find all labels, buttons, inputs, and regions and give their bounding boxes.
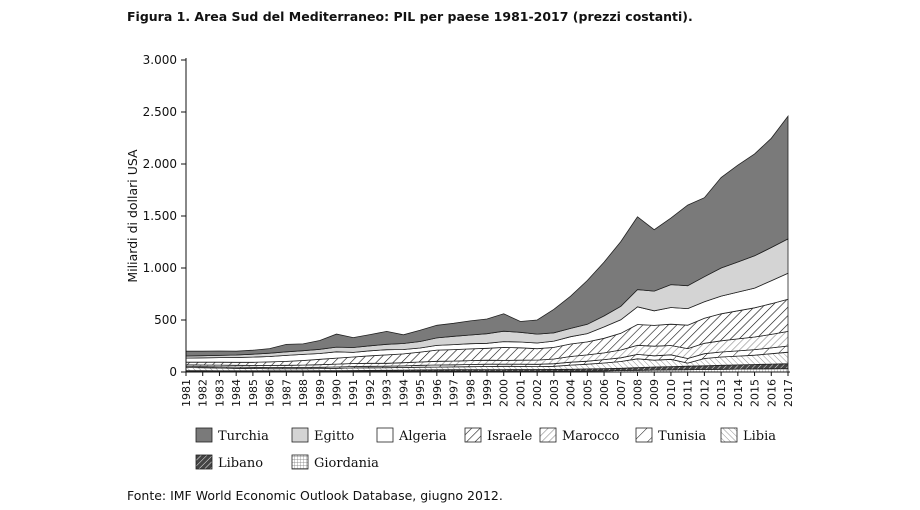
legend-item-tunisia: Tunisia [635,427,706,444]
x-tick-label: 1990 [331,379,344,407]
legend-swatch [291,427,309,443]
x-tick-label: 1991 [347,379,360,407]
legend-swatch [635,427,653,443]
x-tick-label: 2012 [698,379,711,407]
x-tick-label: 1983 [213,379,226,407]
x-tick-label: 1992 [364,379,377,407]
x-tick-label: 1986 [264,379,277,407]
legend-item-israele: Israele [464,427,533,444]
x-tick-label: 2006 [598,379,611,407]
y-tick-label: 0 [169,365,177,379]
legend-item-marocco: Marocco [539,427,620,444]
x-tick-label: 2004 [565,379,578,407]
legend-label: Giordania [314,456,379,471]
y-tick-label: 1.500 [143,209,177,223]
y-tick-label: 500 [154,313,177,327]
x-tick-label: 2016 [765,379,778,407]
x-tick-label: 2014 [732,379,745,407]
x-tick-label: 1997 [448,379,461,407]
legend-swatch [376,427,394,443]
area-series-turchia [185,115,789,357]
legend-item-libia: Libia [720,427,776,444]
x-tick-label: 2009 [648,379,661,407]
x-tick-label: 2007 [615,379,628,407]
legend-swatch [291,454,309,470]
x-tick-label: 1994 [397,379,410,407]
x-tick-label: 2005 [581,379,594,407]
x-tick-label: 2002 [531,379,544,407]
x-tick-label: 2011 [682,379,695,407]
y-tick-label: 1.000 [143,261,177,275]
legend-item-giordania: Giordania [291,454,379,471]
x-tick-label: 1989 [314,379,327,407]
y-axis-label: Miliardi di dollari USA [125,149,140,283]
legend-swatch [720,427,738,443]
x-tick-label: 2010 [665,379,678,407]
legend-label: Israele [487,429,533,444]
legend-swatch [195,454,213,470]
legend-label: Marocco [562,429,620,444]
x-tick-label: 1982 [197,379,210,407]
legend-swatch [539,427,557,443]
source-note: Fonte: IMF World Economic Outlook Databa… [127,488,503,503]
legend-label: Turchia [218,429,269,444]
x-tick-label: 1984 [230,379,243,407]
x-tick-label: 1995 [414,379,427,407]
legend-item-libano: Libano [195,454,263,471]
legend-item-egitto: Egitto [291,427,354,444]
x-tick-label: 1981 [180,379,193,407]
legend-label: Libano [218,456,263,471]
x-tick-label: 2013 [715,379,728,407]
x-tick-label: 1998 [464,379,477,407]
legend-label: Egitto [314,429,354,444]
figure-caption: Figura 1. Area Sud del Mediterraneo: PIL… [127,9,693,24]
x-tick-label: 1988 [297,379,310,407]
x-tick-label: 2000 [498,379,511,407]
legend-label: Algeria [398,429,447,444]
x-tick-label: 1993 [381,379,394,407]
x-tick-label: 2003 [548,379,561,407]
x-tick-label: 1987 [280,379,293,407]
legend-item-algeria: Algeria [376,427,447,444]
legend-swatch [464,427,482,443]
legend-swatch [195,427,213,443]
x-tick-label: 2017 [782,379,795,407]
y-tick-label: 2.000 [143,157,177,171]
x-tick-label: 2008 [632,379,645,407]
y-tick-label: 2.500 [143,105,177,119]
legend-label: Libia [743,429,776,444]
x-tick-label: 1996 [431,379,444,407]
x-tick-label: 2001 [514,379,527,407]
legend-item-turchia: Turchia [195,427,269,444]
x-tick-label: 2015 [749,379,762,407]
legend-label: Tunisia [658,429,706,444]
y-tick-label: 3.000 [143,53,177,67]
x-tick-label: 1985 [247,379,260,407]
x-tick-label: 1999 [481,379,494,407]
